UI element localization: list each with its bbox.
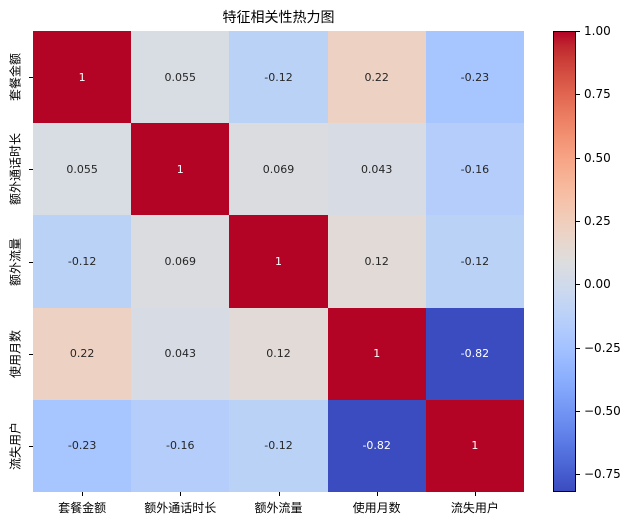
colorbar-tick-mark bbox=[576, 410, 580, 412]
cell-annotation: 0.069 bbox=[164, 254, 197, 268]
x-tick-label: 使用月数 bbox=[352, 501, 401, 515]
heatmap-cell: 0.12 bbox=[327, 215, 426, 308]
colorbar-tick-label: −0.75 bbox=[584, 467, 621, 482]
colorbar bbox=[553, 31, 576, 492]
heatmap-cell: 0.069 bbox=[229, 123, 328, 216]
heatmap-cell: 1 bbox=[425, 399, 524, 492]
colorbar-tick-mark bbox=[576, 31, 580, 32]
cell-annotation: -0.16 bbox=[166, 439, 195, 453]
colorbar-tick-label: 0.25 bbox=[584, 213, 611, 228]
x-tick-mark bbox=[82, 492, 84, 496]
heatmap-cell: 0.22 bbox=[33, 307, 132, 400]
cell-annotation: 1 bbox=[78, 70, 86, 84]
x-tick-label: 额外通话时长 bbox=[144, 501, 217, 515]
cell-annotation: -0.12 bbox=[264, 70, 293, 84]
x-tick-mark bbox=[278, 492, 280, 496]
x-tick-label: 套餐金额 bbox=[58, 501, 107, 515]
heatmap-cell: 0.055 bbox=[33, 123, 132, 216]
colorbar-tick-mark bbox=[576, 284, 580, 286]
x-tick-mark bbox=[474, 492, 476, 496]
colorbar-tick-mark bbox=[576, 220, 580, 222]
colorbar-tick-mark bbox=[576, 94, 580, 96]
heatmap-cell: 1 bbox=[327, 307, 426, 400]
x-tick-mark bbox=[180, 492, 182, 496]
heatmap-cell: -0.23 bbox=[425, 31, 524, 124]
cell-annotation: -0.12 bbox=[460, 254, 490, 268]
heatmap-cell: -0.12 bbox=[229, 399, 328, 492]
heatmap-cell: -0.12 bbox=[33, 215, 132, 308]
cell-annotation: 0.12 bbox=[364, 254, 389, 268]
cell-annotation: 1 bbox=[373, 347, 381, 361]
colorbar-tick-label: 0.00 bbox=[584, 277, 611, 292]
y-tick-label: 额外流量 bbox=[8, 237, 23, 286]
cell-annotation: 0.069 bbox=[262, 162, 295, 176]
heatmap-cell: -0.23 bbox=[33, 399, 132, 492]
y-tick-mark bbox=[29, 261, 33, 263]
cell-annotation: 0.043 bbox=[360, 162, 393, 176]
heatmap-cell: 0.069 bbox=[131, 215, 230, 308]
x-tick-label: 流失用户 bbox=[450, 501, 499, 515]
heatmap-cell: -0.16 bbox=[131, 399, 230, 492]
x-tick-label: 额外流量 bbox=[254, 501, 303, 515]
cell-annotation: -0.12 bbox=[264, 439, 293, 453]
cell-annotation: 0.043 bbox=[164, 347, 197, 361]
chart-title: 特征相关性热力图 bbox=[222, 10, 335, 26]
cell-annotation: 0.12 bbox=[266, 347, 291, 361]
y-tick-mark bbox=[29, 77, 33, 79]
colorbar-tick-label: 0.75 bbox=[584, 87, 611, 102]
cell-annotation: 0.055 bbox=[164, 70, 197, 84]
cell-annotation: 0.22 bbox=[364, 70, 389, 84]
heatmap-cell: -0.16 bbox=[425, 123, 524, 216]
heatmap-cell: 0.12 bbox=[229, 307, 328, 400]
cell-annotation: 1 bbox=[471, 439, 479, 453]
x-tick-mark bbox=[376, 492, 378, 496]
heatmap-cell: 1 bbox=[131, 123, 230, 216]
cell-annotation: -0.82 bbox=[460, 347, 490, 361]
heatmap-cell: 0.22 bbox=[327, 31, 426, 124]
heatmap-cell: 0.043 bbox=[327, 123, 426, 216]
cell-annotation: -0.23 bbox=[67, 439, 97, 453]
y-tick-mark bbox=[29, 445, 33, 447]
cell-annotation: 1 bbox=[176, 162, 184, 176]
heatmap-cell: -0.12 bbox=[229, 31, 328, 124]
y-tick-mark bbox=[29, 169, 33, 171]
colorbar-tick-label: −0.25 bbox=[584, 340, 621, 355]
colorbar-tick-label: −0.50 bbox=[584, 403, 621, 418]
cell-annotation: 0.22 bbox=[69, 347, 95, 361]
cell-annotation: -0.82 bbox=[362, 439, 391, 453]
y-tick-mark bbox=[29, 353, 33, 355]
heatmap-cell: -0.12 bbox=[425, 215, 524, 308]
heatmap-cell: 1 bbox=[229, 215, 328, 308]
heatmap-grid: 1 0.055 -0.12 0.22 -0.23 0.055 1 0.069 0.043 -0.1… bbox=[33, 31, 524, 492]
colorbar-tick-mark bbox=[576, 474, 580, 476]
colorbar-tick-label: 1.00 bbox=[584, 24, 611, 38]
colorbar-tick-label: 0.50 bbox=[584, 150, 611, 165]
y-tick-label: 流失用户 bbox=[8, 421, 23, 470]
colorbar-tick-mark bbox=[576, 347, 580, 349]
cell-annotation: -0.16 bbox=[460, 162, 490, 176]
heatmap-cell: -0.82 bbox=[327, 399, 426, 492]
heatmap-cell: 1 bbox=[33, 31, 132, 124]
cell-annotation: -0.23 bbox=[460, 70, 490, 84]
y-tick-label: 使用月数 bbox=[8, 329, 23, 378]
y-tick-label: 额外通话时长 bbox=[8, 133, 23, 206]
colorbar-tick-mark bbox=[576, 157, 580, 159]
cell-annotation: 1 bbox=[274, 254, 282, 268]
heatmap-cell: -0.82 bbox=[425, 307, 524, 400]
cell-annotation: -0.12 bbox=[67, 254, 97, 268]
heatmap-cell: 0.043 bbox=[131, 307, 230, 400]
cell-annotation: 0.055 bbox=[66, 162, 98, 176]
y-tick-label: 套餐金额 bbox=[8, 53, 23, 102]
heatmap-cell: 0.055 bbox=[131, 31, 230, 124]
